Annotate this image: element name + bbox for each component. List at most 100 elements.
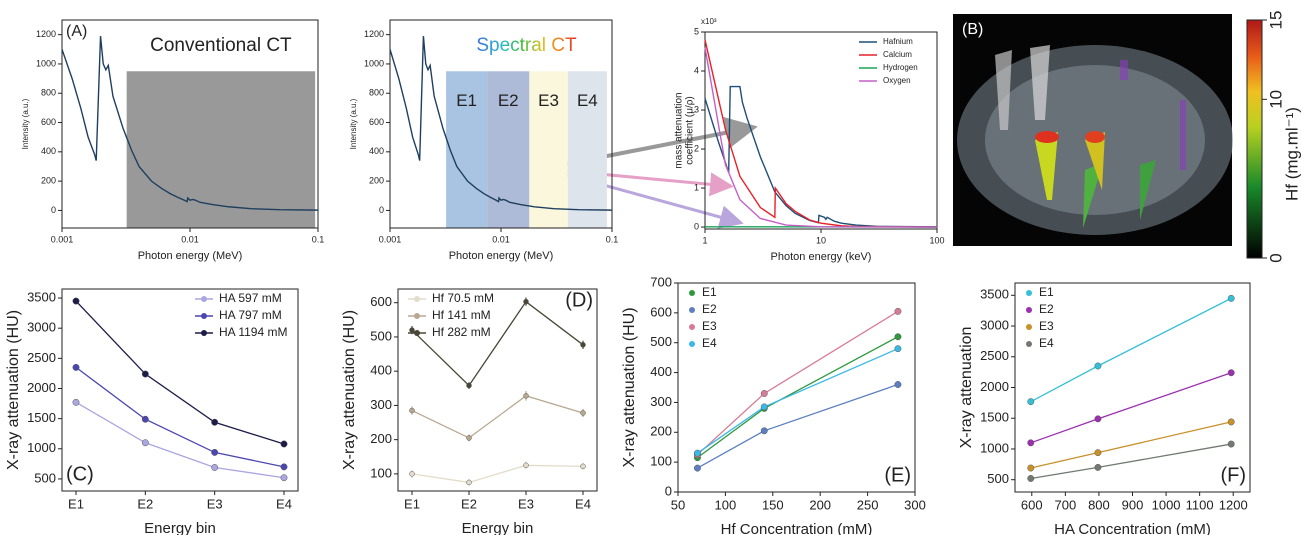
legend-label: Hf 70.5 mM	[432, 291, 494, 305]
panel-label: (A)	[66, 23, 87, 40]
series-line	[1030, 297, 1232, 403]
data-point	[894, 333, 902, 341]
energy-bin	[529, 71, 568, 228]
panel-label: (D)	[565, 289, 593, 311]
series-line	[389, 36, 613, 211]
legend-label: Hf 282 mM	[432, 325, 491, 339]
y-tick-label: 4	[694, 65, 699, 75]
series-line	[696, 310, 899, 456]
series-line	[704, 47, 938, 228]
data-point	[1227, 369, 1235, 377]
y-tick-label: 300	[650, 394, 672, 409]
x-tick-label: 200	[809, 497, 831, 512]
x-tick-label: 1	[702, 235, 707, 245]
y-tick-label: 700	[650, 274, 672, 289]
y-tick-label: 600	[41, 117, 56, 127]
y-axis-label: X-ray attenuation (HU)	[341, 310, 358, 470]
legend-marker	[1026, 341, 1032, 347]
legend-label: Oxygen	[883, 76, 911, 85]
plot-frame	[61, 288, 299, 492]
legend-label: E2	[702, 302, 717, 316]
data-point	[693, 449, 701, 457]
legend-label: Hafnium	[883, 37, 913, 46]
x-axis-label: Photon energy (MeV)	[449, 250, 554, 262]
data-point	[409, 407, 415, 414]
x-tick-label: 0.001	[51, 234, 74, 244]
data-point	[1094, 449, 1102, 457]
data-point	[141, 415, 149, 423]
x-tick-label: 1000	[1152, 497, 1181, 512]
x-tick-label: 50	[671, 497, 685, 512]
y-tick-label: 800	[369, 88, 384, 98]
data-point	[760, 390, 768, 397]
y-tick-label: 200	[369, 176, 384, 186]
series-line	[697, 336, 899, 459]
x-tick-label: 0.1	[606, 234, 619, 244]
legend-marker	[1026, 307, 1032, 313]
legend-label: HA 597 mM	[219, 291, 282, 305]
data-point	[280, 474, 288, 482]
data-point	[580, 463, 586, 470]
y-tick-label: 300	[370, 397, 392, 412]
y-tick-label: 0	[665, 483, 672, 498]
y-tick-label: 400	[41, 146, 56, 156]
legend-marker	[689, 307, 695, 313]
x-tick-label: E1	[404, 496, 420, 511]
y-tick-label: 1000	[364, 58, 384, 68]
data-point	[72, 398, 80, 406]
plot-frame	[677, 282, 916, 493]
legend-marker	[689, 341, 695, 347]
y-axis-label: X-ray attenuation	[958, 327, 975, 449]
x-axis-label: Photon energy (keV)	[771, 251, 872, 263]
x-axis-label: Photon energy (MeV)	[138, 250, 243, 262]
chart-title: Conventional CT	[150, 35, 292, 56]
x-axis-label: Energy bin	[144, 520, 216, 535]
legend-label: E4	[1039, 336, 1054, 350]
y-tick-label: 2000	[980, 379, 1009, 394]
y-tick-label: 2500	[980, 348, 1009, 363]
legend-label: E4	[702, 336, 717, 350]
energy-bin-label: E1	[456, 91, 477, 110]
y-tick-label: 0	[379, 205, 384, 215]
x-tick-label: E2	[461, 496, 477, 511]
colorbar-label: Hf (mg.ml⁻¹)	[1282, 107, 1301, 201]
x-tick-label: 100	[715, 497, 737, 512]
data-point	[141, 439, 149, 447]
x-axis-label: Energy bin	[462, 520, 534, 535]
x-axis-label: Hf Concentration (mM)	[721, 521, 873, 535]
ct-image	[953, 14, 1233, 246]
x-tick-label: 100	[929, 235, 944, 245]
x-tick-label: 800	[1088, 497, 1110, 512]
plot-frame	[397, 288, 598, 492]
y-tick-label: 3000	[27, 320, 56, 335]
data-point	[1094, 362, 1102, 370]
energy-bin	[567, 71, 607, 228]
y-axis-label: mass attenuation	[674, 92, 685, 168]
series-line	[697, 348, 899, 454]
x-tick-label: 700	[1055, 497, 1077, 512]
y-tick-label: 400	[369, 146, 384, 156]
data-point	[409, 471, 415, 477]
x-tick-label: E3	[518, 496, 534, 511]
data-point	[894, 345, 902, 353]
data-point	[580, 410, 586, 416]
data-point	[693, 464, 701, 472]
data-point	[1094, 463, 1102, 471]
data-point	[1027, 439, 1035, 447]
data-point	[280, 440, 288, 448]
data-point	[1027, 398, 1035, 406]
x-tick-label: 0.01	[492, 234, 510, 244]
y-axis-label: coefficient (μ/ρ)	[685, 96, 696, 165]
y-tick-label: 400	[370, 363, 392, 378]
y-tick-label: 100	[650, 454, 672, 469]
y-tick-label: 400	[650, 364, 672, 379]
x-tick-label: 1100	[1186, 497, 1214, 512]
legend-label: E1	[702, 285, 717, 299]
legend-marker	[689, 290, 695, 296]
x-tick-label: 0.001	[379, 234, 402, 244]
data-point	[141, 370, 149, 378]
y-tick-label: 2000	[27, 380, 56, 395]
panel-label: (F)	[1220, 464, 1246, 486]
y-tick-label: 500	[34, 470, 56, 485]
